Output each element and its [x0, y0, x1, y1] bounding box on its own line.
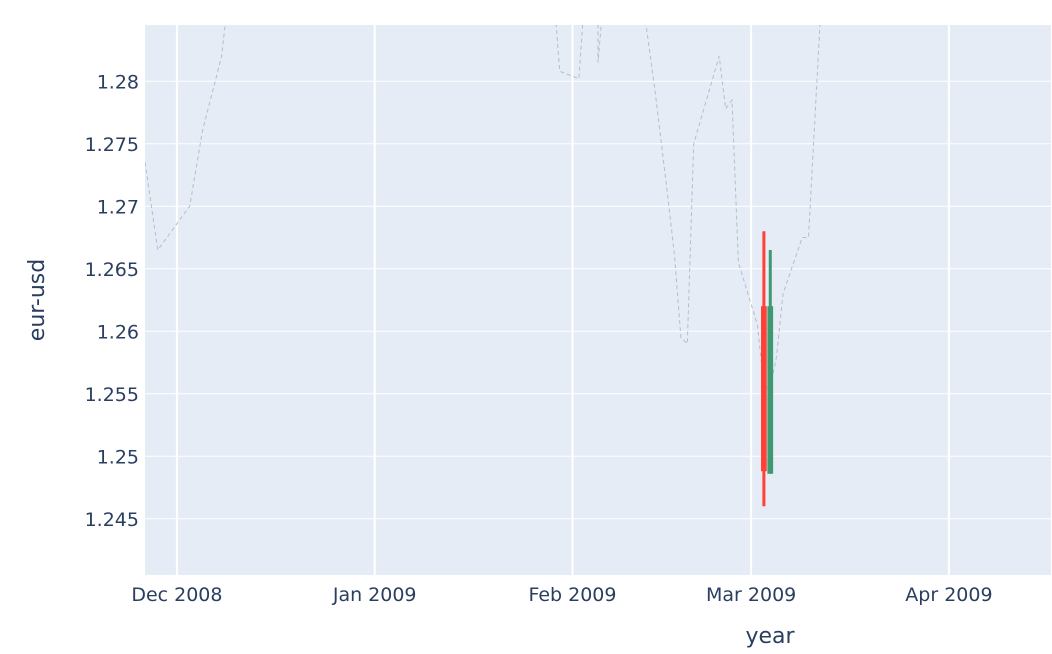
x-tick-label: Feb 2009 [528, 584, 616, 606]
x-tick-label: Mar 2009 [706, 584, 796, 606]
y-tick-label: 1.265 [85, 259, 139, 281]
x-tick-label: Apr 2009 [905, 584, 992, 606]
y-tick-label: 1.255 [85, 384, 139, 406]
candle-body [761, 306, 767, 472]
candle-body [767, 306, 774, 474]
y-gridlines [145, 80, 1051, 520]
plot-background [145, 25, 1051, 575]
y-axis-title: eur-usd [25, 259, 50, 341]
x-tick-label: Dec 2008 [131, 584, 222, 606]
x-tick-label: Jan 2009 [332, 584, 417, 606]
candle-decreasing [761, 231, 767, 507]
x-axis-title: year [745, 624, 795, 649]
candle-increasing [767, 250, 774, 474]
y-tick-label: 1.275 [85, 134, 139, 156]
y-tick-label: 1.25 [97, 446, 139, 468]
y-tick-label: 1.28 [97, 71, 139, 93]
y-tick-label: 1.27 [97, 196, 139, 218]
y-tick-label: 1.26 [97, 321, 139, 343]
x-tick-labels: Dec 2008 Jan 2009 Feb 2009 Mar 2009 Apr 2009 [131, 584, 992, 606]
x-gridlines [175, 25, 950, 575]
y-tick-label: 1.245 [85, 509, 139, 531]
y-tick-labels: 1.245 1.25 1.255 1.26 1.265 1.27 1.275 1.28 [85, 71, 139, 531]
candles-layer [761, 231, 774, 507]
